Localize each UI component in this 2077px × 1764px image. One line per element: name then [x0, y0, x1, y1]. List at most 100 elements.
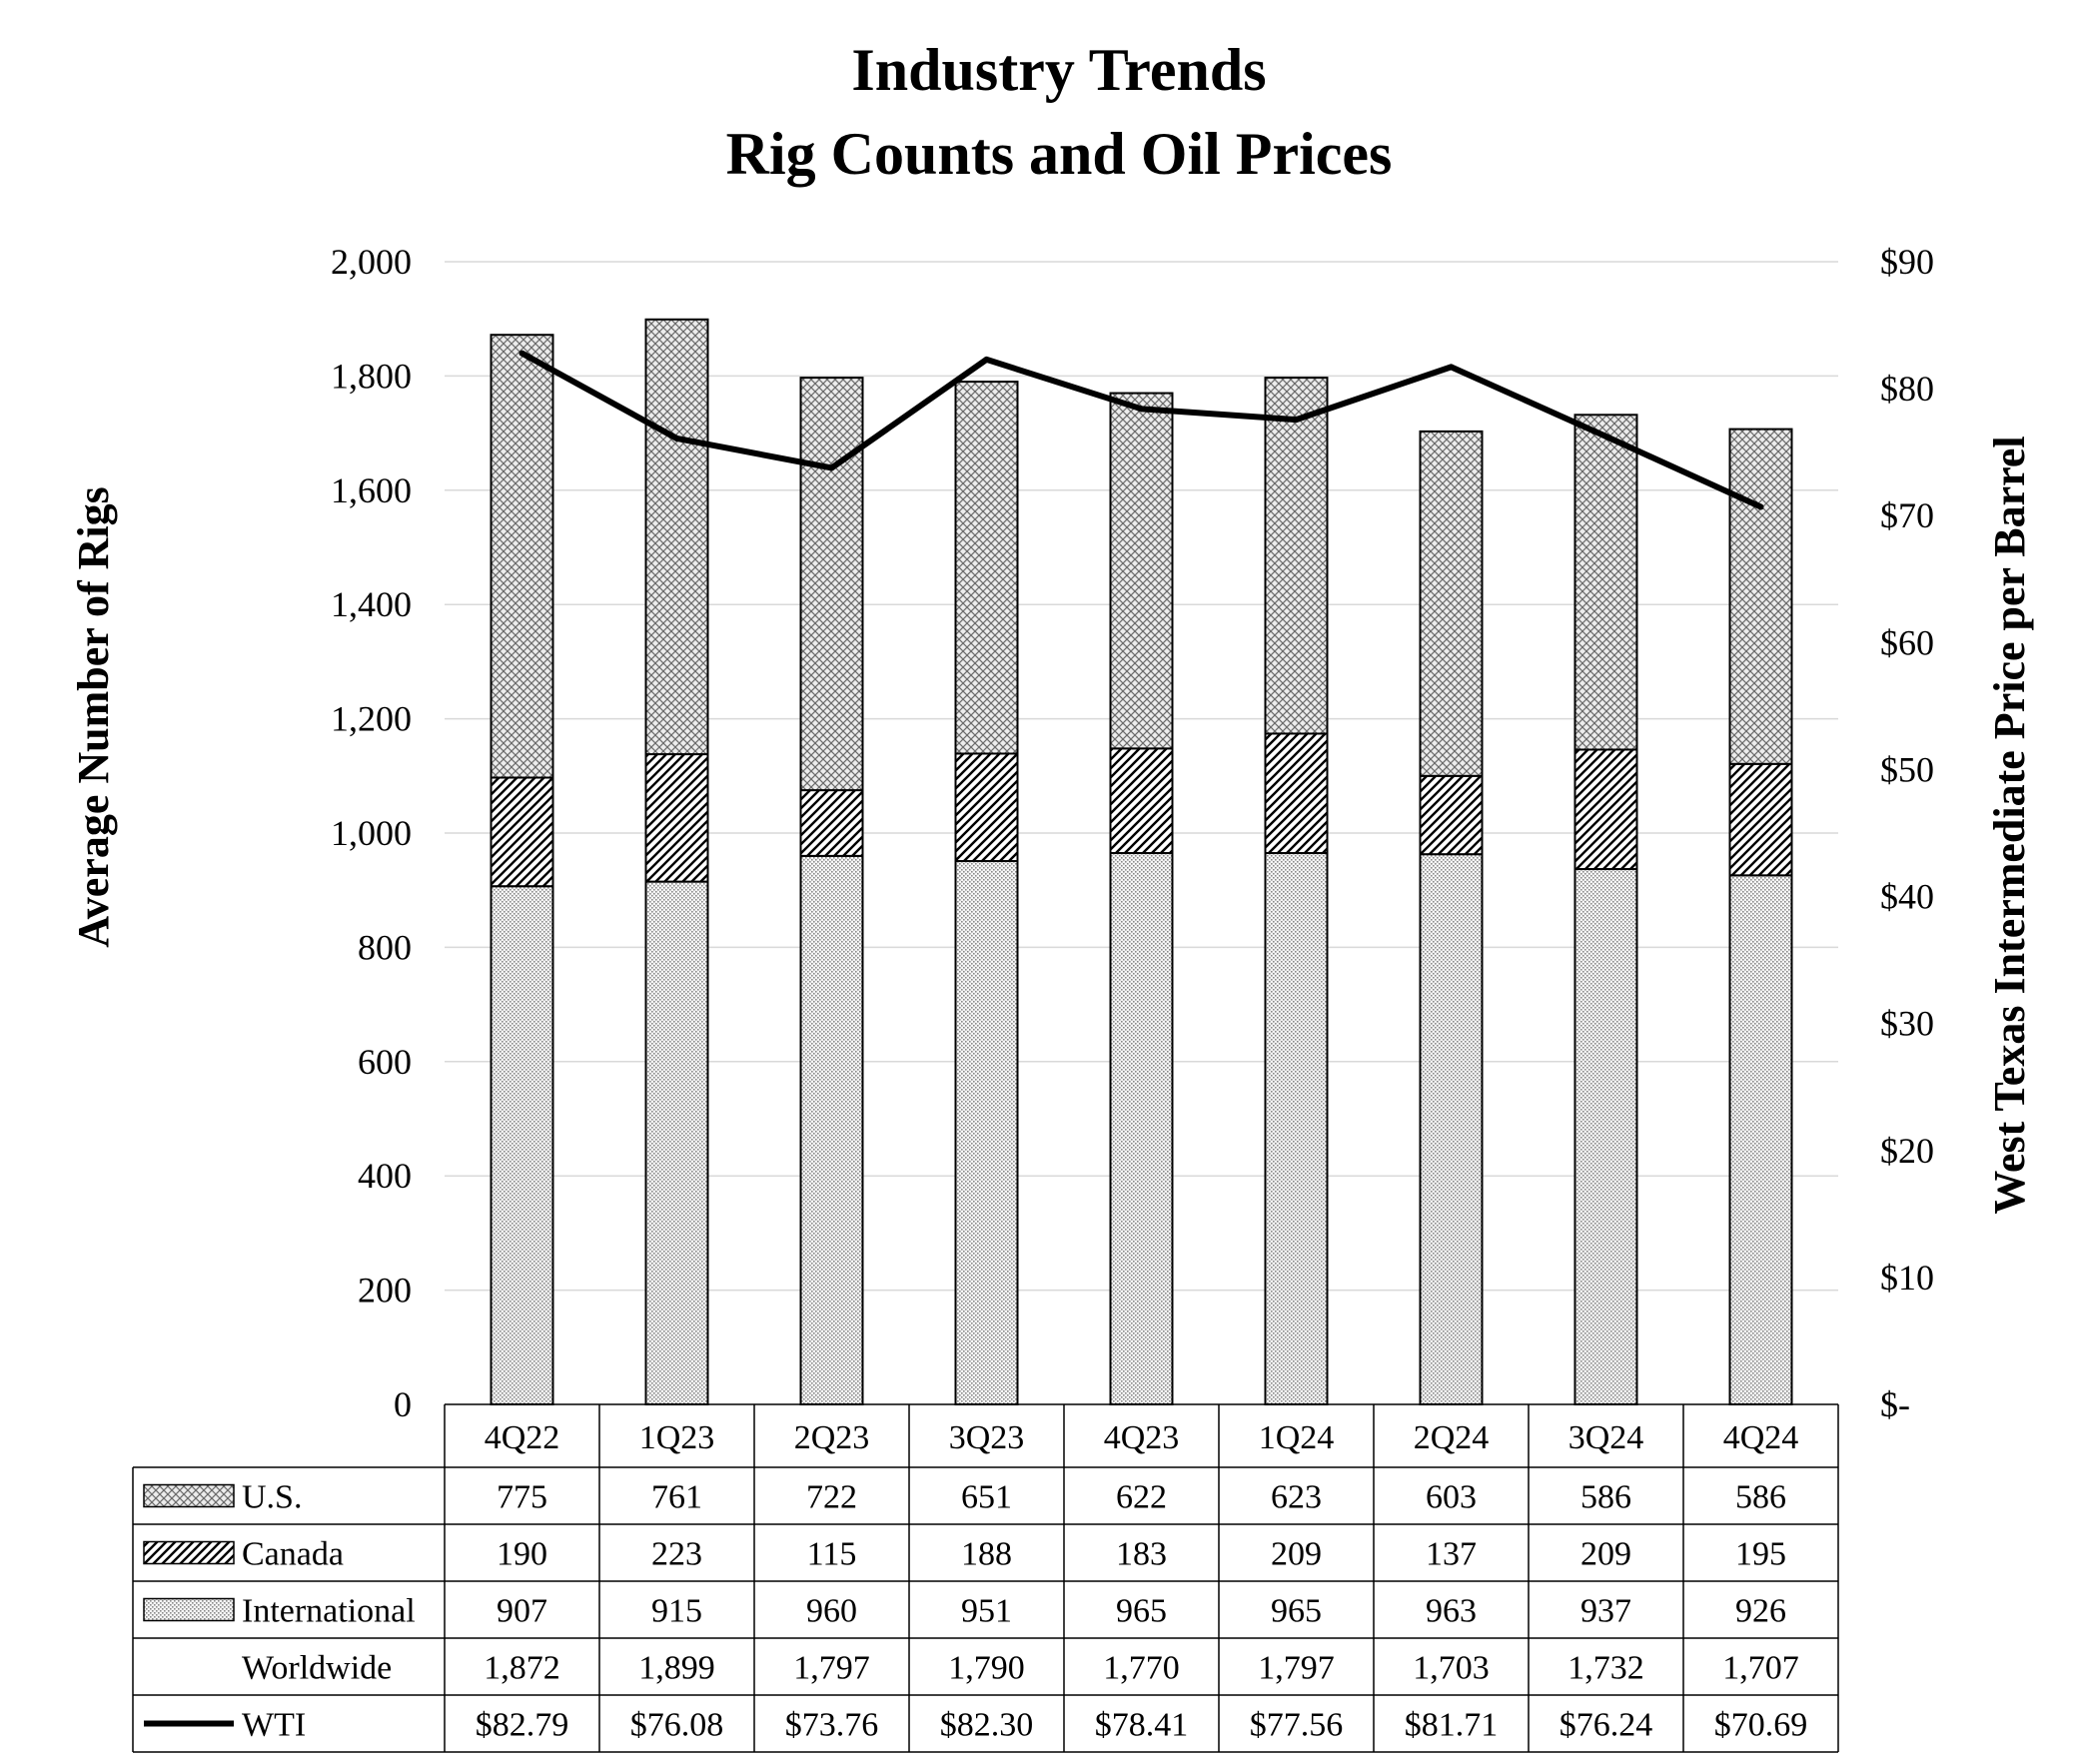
- row-label: Worldwide: [242, 1650, 392, 1687]
- left-tick-label: 1,800: [331, 356, 412, 396]
- wti-point: [983, 356, 990, 363]
- table-cell: 209: [1580, 1536, 1631, 1573]
- bar-international: [1728, 874, 1793, 1405]
- category-label: 4Q23: [1104, 1419, 1180, 1456]
- right-tick-label: $10: [1880, 1258, 1934, 1298]
- right-tick-label: $70: [1880, 495, 1934, 535]
- right-tick-label: $-: [1880, 1384, 1910, 1424]
- table-cell: 603: [1426, 1479, 1477, 1516]
- left-axis-ticks: 0 200 400 600 800 1,000 1,200 1,400 1,600 1,800 2,…: [331, 242, 412, 1424]
- bar-international: [490, 885, 554, 1405]
- category-label: 2Q23: [794, 1419, 870, 1456]
- table-cell: $70.69: [1714, 1707, 1808, 1744]
- table-cell: 223: [651, 1536, 702, 1573]
- left-tick-label: 0: [394, 1384, 412, 1424]
- legend-key-diag: [143, 1540, 235, 1565]
- bar-us: [1419, 430, 1484, 777]
- bar-international: [954, 860, 1019, 1405]
- table-cell: 926: [1735, 1593, 1786, 1630]
- bar-canada: [490, 776, 554, 888]
- bar-international: [799, 854, 864, 1405]
- right-tick-label: $90: [1880, 242, 1934, 282]
- table-cell: 622: [1116, 1479, 1167, 1516]
- bar-canada: [1728, 762, 1793, 877]
- left-tick-label: 1,200: [331, 699, 412, 739]
- bar-canada: [644, 753, 709, 883]
- wti-point: [1448, 364, 1455, 371]
- wti-point: [1138, 406, 1145, 413]
- table-cell: 1,732: [1567, 1650, 1644, 1687]
- table-cell: 960: [806, 1593, 857, 1630]
- table-cell: 1,703: [1413, 1650, 1490, 1687]
- category-label: 1Q24: [1259, 1419, 1335, 1456]
- table-cell: 1,770: [1103, 1650, 1180, 1687]
- bar-canada: [954, 752, 1019, 863]
- bar-us: [1728, 428, 1793, 765]
- row-label: WTI: [242, 1707, 306, 1744]
- table-cell: $82.30: [940, 1707, 1034, 1744]
- table-cell: 907: [497, 1593, 547, 1630]
- bar-canada: [1264, 732, 1329, 855]
- table-cell: $81.71: [1405, 1707, 1499, 1744]
- left-tick-label: 1,400: [331, 584, 412, 624]
- bar-canada: [799, 789, 864, 857]
- right-tick-label: $40: [1880, 877, 1934, 917]
- table-cell: 586: [1735, 1479, 1786, 1516]
- right-tick-label: $30: [1880, 1004, 1934, 1044]
- table-cell: 937: [1580, 1593, 1631, 1630]
- bar-international: [1573, 868, 1638, 1405]
- legend-key-dots: [143, 1597, 235, 1622]
- table-cell: 115: [807, 1536, 857, 1573]
- table-cell: 965: [1271, 1593, 1322, 1630]
- table-cell: 965: [1116, 1593, 1167, 1630]
- table-cell: 1,707: [1722, 1650, 1799, 1687]
- table-cell: 651: [961, 1479, 1012, 1516]
- bar-us: [799, 377, 864, 792]
- category-label: 2Q24: [1414, 1419, 1490, 1456]
- table-cell: 775: [497, 1479, 547, 1516]
- bar-us: [1264, 377, 1329, 735]
- wti-point: [1757, 503, 1764, 510]
- left-tick-label: 2,000: [331, 242, 412, 282]
- right-tick-label: $20: [1880, 1131, 1934, 1171]
- left-tick-label: 1,000: [331, 813, 412, 853]
- left-axis-title: Average Number of Rigs: [69, 486, 118, 948]
- table-cell: $82.79: [476, 1707, 569, 1744]
- bar-canada: [1109, 747, 1174, 855]
- table-cell: 1,899: [638, 1650, 715, 1687]
- row-label: International: [242, 1593, 416, 1630]
- bar-international: [1109, 852, 1174, 1405]
- right-tick-label: $60: [1880, 622, 1934, 662]
- bar-international: [644, 880, 709, 1405]
- row-label: U.S.: [242, 1479, 302, 1516]
- left-tick-label: 1,600: [331, 470, 412, 510]
- table-cell: 1,797: [1258, 1650, 1335, 1687]
- table-cell: 1,872: [484, 1650, 560, 1687]
- left-tick-label: 800: [358, 927, 412, 967]
- table-cell: $73.76: [785, 1707, 879, 1744]
- bar-canada: [1573, 748, 1638, 871]
- table-cell: 183: [1116, 1536, 1167, 1573]
- wti-point: [1293, 417, 1300, 424]
- table-cell: 915: [651, 1593, 702, 1630]
- bar-us: [1109, 392, 1174, 750]
- wti-line: [519, 350, 1764, 510]
- table-cell: $78.41: [1095, 1707, 1189, 1744]
- wti-point: [519, 350, 525, 357]
- category-label: 4Q22: [485, 1419, 560, 1456]
- chart-title: Industry Trends: [851, 37, 1266, 103]
- category-label: 4Q24: [1723, 1419, 1799, 1456]
- bar-international: [1419, 853, 1484, 1405]
- bar-canada: [1419, 774, 1484, 856]
- table-cell: 722: [806, 1479, 857, 1516]
- bar-us: [644, 318, 709, 756]
- left-tick-label: 600: [358, 1042, 412, 1082]
- wti-point: [673, 435, 680, 441]
- right-tick-label: $50: [1880, 749, 1934, 789]
- table-cell: 586: [1580, 1479, 1631, 1516]
- table-cell: 951: [961, 1593, 1012, 1630]
- category-label: 3Q23: [949, 1419, 1025, 1456]
- bars: [490, 318, 1793, 1405]
- bar-us: [490, 334, 554, 779]
- left-tick-label: 400: [358, 1156, 412, 1196]
